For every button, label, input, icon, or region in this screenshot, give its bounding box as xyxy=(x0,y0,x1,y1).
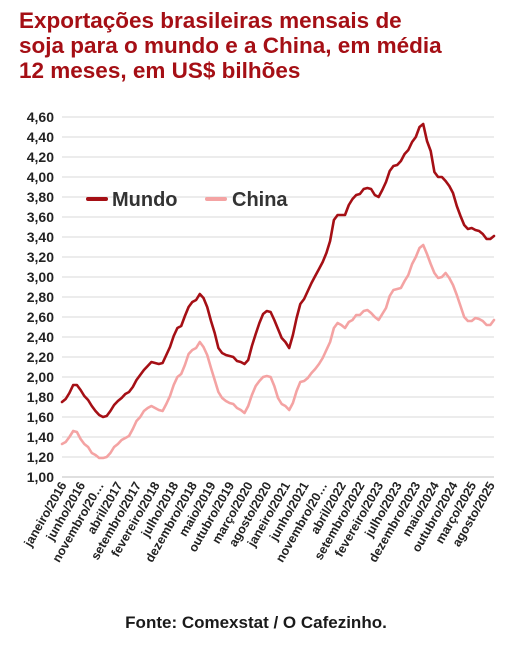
y-tick-label: 4,00 xyxy=(27,169,54,185)
y-tick-label: 1,40 xyxy=(27,429,54,445)
y-tick-label: 2,40 xyxy=(27,329,54,345)
series-line-china xyxy=(60,243,496,460)
y-tick-label: 1,80 xyxy=(27,389,54,405)
y-tick-label: 2,00 xyxy=(27,369,54,385)
chart-title: Exportações brasileiras mensais de soja … xyxy=(19,8,499,83)
gridlines xyxy=(62,116,494,478)
legend-label-mundo: Mundo xyxy=(112,189,178,211)
chart-title-line-2: soja para o mundo e a China, em média xyxy=(19,33,442,58)
legend-label-china: China xyxy=(232,189,288,211)
y-tick-label: 3,00 xyxy=(27,269,54,285)
series-lines xyxy=(60,122,496,460)
y-tick-label: 2,20 xyxy=(27,349,54,365)
y-tick-label: 3,80 xyxy=(27,189,54,205)
y-tick-label: 4,20 xyxy=(27,149,54,165)
y-tick-label: 4,40 xyxy=(27,129,54,145)
legend: Mundo China xyxy=(86,189,288,211)
y-tick-label: 1,20 xyxy=(27,449,54,465)
source-note: Fonte: Comexstat / O Cafezinho. xyxy=(125,613,387,632)
chart-title-line-1: Exportações brasileiras mensais de xyxy=(19,8,402,33)
y-tick-label: 1,00 xyxy=(27,469,54,485)
series-line-mundo xyxy=(60,122,496,419)
y-tick-label: 1,60 xyxy=(27,409,54,425)
line-chart: 1,00 1,20 1,40 1,60 1,80 2,00 2,20 2,40 2,60 2,80… xyxy=(21,109,498,565)
y-tick-label: 2,60 xyxy=(27,309,54,325)
y-tick-label: 3,40 xyxy=(27,229,54,245)
chart-title-line-3: 12 meses, em US$ bilhões xyxy=(19,58,301,83)
y-tick-label: 4,60 xyxy=(27,109,54,125)
y-tick-label: 2,80 xyxy=(27,289,54,305)
y-tick-label: 3,60 xyxy=(27,209,54,225)
y-tick-label: 3,20 xyxy=(27,249,54,265)
